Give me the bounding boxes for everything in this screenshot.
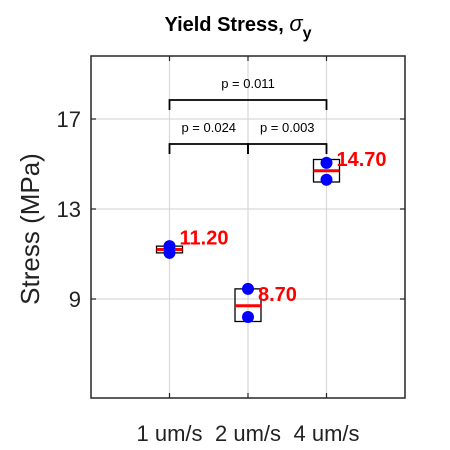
y-tick-label: 13 <box>57 197 81 222</box>
mean-value-label: 11.20 <box>180 228 229 250</box>
significance-bracket: p = 0.024 <box>168 120 249 154</box>
p-value-label: p = 0.011 <box>221 76 275 91</box>
significance-bracket: p = 0.003 <box>247 120 328 154</box>
chart-title-text: Yield Stress, <box>164 14 289 36</box>
axes: 9 13 17 1 um/s 2 um/s 4 um/s <box>57 56 405 446</box>
data-point <box>163 240 176 253</box>
mean-value-label: 14.70 <box>337 149 387 171</box>
chart-title-subscript: y <box>303 25 312 42</box>
p-value-label: p = 0.024 <box>181 120 236 135</box>
bracket-line <box>168 99 328 110</box>
data-point <box>242 282 254 295</box>
data-point <box>320 156 333 169</box>
bracket-line <box>168 143 249 154</box>
data-point <box>320 173 333 186</box>
y-tick-label: 17 <box>57 107 81 132</box>
bracket-line <box>247 143 328 154</box>
grid <box>91 56 405 398</box>
plot-area: 11.20 8.70 14.70 p = 0.024 p = 0.003 p = 0.01… <box>155 76 387 323</box>
x-tick-label: 4 um/s <box>293 421 359 446</box>
chart-title-symbol: σ <box>289 11 303 36</box>
y-axis-label: Stress (MPa) <box>15 153 45 305</box>
x-tick-label: 2 um/s <box>215 421 281 446</box>
chart-title: Yield Stress, σy <box>164 11 311 42</box>
mean-value-label: 8.70 <box>258 284 297 306</box>
y-tick-label: 9 <box>69 287 81 312</box>
data-point <box>242 311 254 323</box>
p-value-label: p = 0.003 <box>260 120 315 135</box>
significance-bracket: p = 0.011 <box>168 76 328 110</box>
x-tick-label: 1 um/s <box>136 421 202 446</box>
